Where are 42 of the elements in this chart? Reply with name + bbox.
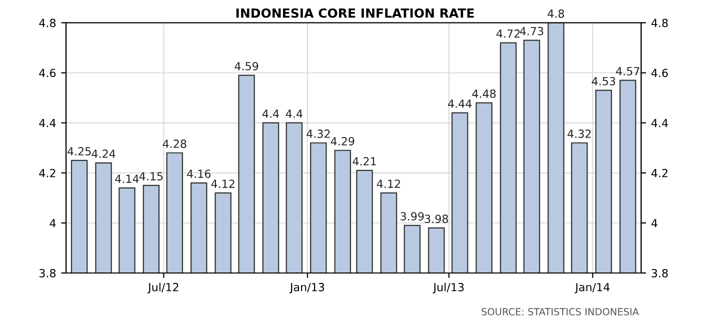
data-label: 4.24: [92, 150, 116, 158]
data-label: 4.48: [472, 89, 496, 98]
data-label: 4.73: [520, 26, 544, 36]
y-tick-label: 3.8: [39, 268, 56, 278]
data-label: 4.8: [548, 9, 564, 18]
data-label: 4.16: [187, 170, 211, 178]
data-label: 4.4: [262, 110, 279, 118]
y-tick-label: 4: [50, 219, 56, 228]
data-label: 4.53: [592, 76, 616, 86]
data-label: 4.15: [139, 172, 163, 180]
data-label: 4.32: [568, 130, 591, 138]
x-tick-label: Jul/12: [147, 282, 178, 294]
data-label: 4.59: [234, 62, 258, 70]
data-label: 4.29: [330, 137, 354, 146]
data-label: 4.4: [286, 110, 302, 118]
data-label: 4.21: [352, 157, 376, 166]
data-label: 3.98: [424, 214, 448, 224]
data-label: 3.99: [400, 212, 424, 221]
data-label: 4.25: [67, 147, 91, 156]
data-label: 4.14: [115, 174, 139, 183]
y2-tick-label: 4.4: [651, 118, 668, 128]
x-tick-label: Jan/13: [289, 282, 324, 294]
y2-tick-label: 3.8: [652, 268, 668, 278]
x-tick-label: Jan/14: [574, 283, 610, 294]
data-label: 4.32: [306, 130, 330, 138]
y2-tick-label: 4.6: [651, 68, 668, 78]
y-tick-label: 4.8: [39, 18, 56, 28]
data-label: 4.57: [616, 67, 640, 76]
y-tick-label: 4.4: [39, 118, 56, 128]
data-label: 4.72: [496, 29, 520, 38]
data-label: 4.12: [211, 180, 234, 188]
data-label: 4.44: [448, 100, 472, 108]
x-tick-label: Jul/13: [432, 282, 464, 294]
y2-tick-label: 4.2: [651, 168, 668, 178]
y-tick-label: 4.2: [39, 168, 56, 178]
source-note: SOURCE: STATISTICS INDONESIA: [482, 308, 639, 316]
y2-tick-label: 4: [651, 219, 658, 228]
data-label: 4.28: [162, 140, 186, 148]
y2-tick-label: 4.8: [651, 18, 668, 28]
y-tick-label: 4.6: [39, 68, 56, 78]
data-label: 4.12: [376, 180, 400, 188]
chart-title: INDONESIA CORE INFLATION RATE: [236, 8, 474, 18]
